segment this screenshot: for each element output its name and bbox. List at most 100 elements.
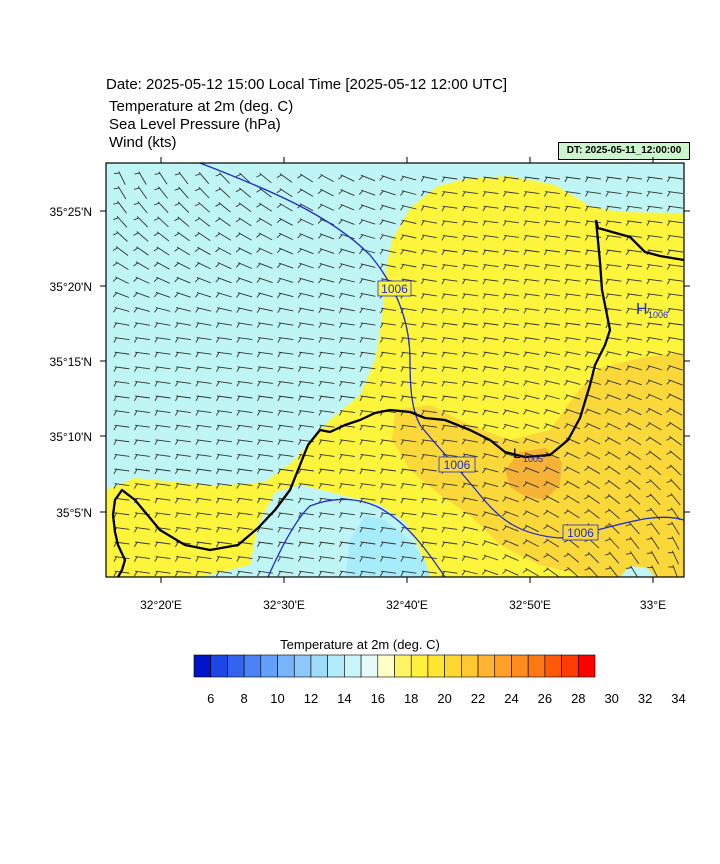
wind-barb <box>605 293 622 299</box>
wind-barb <box>235 187 252 198</box>
wind-barb <box>523 191 540 197</box>
wind-barb <box>359 483 376 489</box>
wind-barb <box>317 248 335 254</box>
wind-barb <box>257 424 273 431</box>
high-pressure-value: 1006 <box>648 310 668 320</box>
wind-barb <box>174 276 191 284</box>
wind-barb <box>605 565 619 577</box>
wind-barb <box>216 424 232 431</box>
wind-barb <box>462 220 478 226</box>
lon-ticks <box>160 157 654 583</box>
wind-barb <box>359 337 376 343</box>
wind-barb <box>236 292 253 298</box>
wind-barb <box>503 322 519 329</box>
wind-barb <box>277 453 294 460</box>
wind-barb <box>421 526 437 533</box>
wind-barb <box>338 322 355 329</box>
wind-barb <box>216 541 232 548</box>
wind-barb <box>380 570 396 577</box>
coastline-path <box>111 219 684 577</box>
wind-barb <box>646 493 661 506</box>
wind-barb <box>584 494 600 504</box>
wind-barb <box>462 205 478 212</box>
wind-barb <box>134 541 150 548</box>
wind-barb <box>216 556 232 562</box>
wind-barb <box>277 322 294 329</box>
wind-barb <box>441 512 458 518</box>
wind-barb <box>421 337 437 343</box>
lon-label: 32°40'E <box>386 598 428 612</box>
wind-barb <box>359 248 376 255</box>
wind-barb <box>482 293 499 299</box>
wind-barb <box>543 480 560 489</box>
wind-barb <box>523 293 540 299</box>
wind-barb <box>359 263 376 269</box>
wind-barb <box>195 439 212 445</box>
wind-barb <box>441 191 458 197</box>
wind-barb <box>462 322 478 329</box>
wind-barb <box>379 204 396 211</box>
wind-barb <box>626 220 642 226</box>
wind-barb <box>216 337 232 343</box>
wind-barb <box>462 278 478 285</box>
wind-barb <box>605 351 622 357</box>
colorbar-swatch <box>427 654 445 678</box>
wind-barbs <box>112 171 683 577</box>
plot-frame <box>105 162 685 578</box>
low-pressure-value: 1005 <box>523 454 543 464</box>
wind-barb <box>339 351 355 358</box>
wind-barb <box>667 293 683 299</box>
wind-barb <box>605 278 622 285</box>
wind-barb <box>645 379 663 386</box>
wind-barb <box>277 439 294 445</box>
wind-barb <box>318 439 335 445</box>
wind-barb <box>277 277 294 284</box>
wind-barb <box>236 322 253 328</box>
wind-barb <box>277 556 294 562</box>
wind-barb <box>195 468 212 475</box>
wind-barb <box>134 424 150 431</box>
high-pressure-symbol: H <box>636 301 648 318</box>
wind-barb <box>420 234 437 241</box>
wind-barb <box>543 380 560 386</box>
wind-barb <box>256 247 273 255</box>
wind-barb <box>400 263 417 270</box>
wind-barb <box>154 468 171 475</box>
wind-barb <box>380 395 396 402</box>
wind-barb <box>420 219 437 226</box>
wind-barb <box>522 481 540 488</box>
wind-barb <box>298 380 314 387</box>
wind-barb <box>667 307 683 314</box>
wind-barb <box>134 570 150 577</box>
wind-barb <box>420 176 437 182</box>
wind-barb <box>112 276 129 284</box>
wind-barb <box>113 322 130 328</box>
wind-barb <box>318 570 335 577</box>
wind-barb <box>502 337 519 343</box>
wind-barb <box>338 263 355 269</box>
wind-barb <box>441 278 458 285</box>
colorbar-tick-label: 30 <box>604 691 618 706</box>
colorbar-labels: 6 8 10 12 14 16 18 20 22 24 26 28 30 32 34 <box>207 691 686 706</box>
lon-label: 32°50'E <box>509 598 551 612</box>
wind-barb <box>379 307 396 314</box>
wind-barb <box>276 203 293 212</box>
wind-barb <box>625 365 642 371</box>
wind-barb <box>646 336 663 343</box>
wind-barb <box>645 422 662 431</box>
wind-barb <box>461 366 478 372</box>
wind-barb <box>667 322 683 329</box>
wind-barb <box>134 468 150 475</box>
wind-barb <box>482 482 499 488</box>
wind-barb <box>441 439 458 445</box>
wind-barb <box>153 216 169 228</box>
wind-barb <box>667 249 683 256</box>
wind-barb <box>235 262 253 269</box>
wind-barb <box>421 322 437 329</box>
wind-barb <box>605 537 620 549</box>
wind-barb <box>482 409 499 416</box>
wind-barb <box>174 216 190 228</box>
wind-barb <box>523 409 540 415</box>
wind-barb <box>482 264 499 270</box>
wind-barb <box>503 234 519 241</box>
